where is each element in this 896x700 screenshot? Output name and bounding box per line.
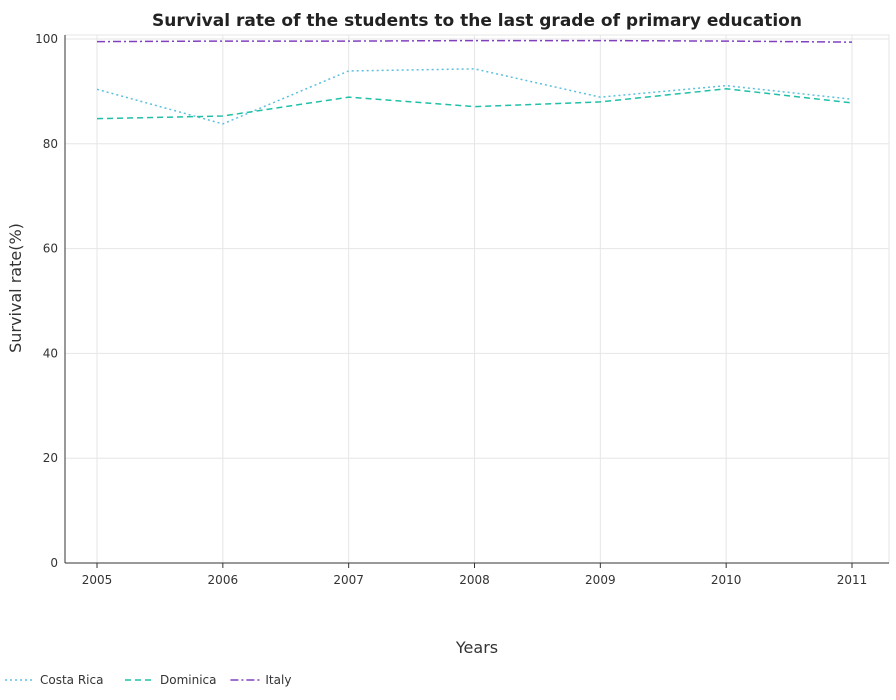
x-tick-label: 2007 bbox=[333, 573, 364, 587]
plot-frame bbox=[64, 34, 890, 564]
legend: Costa Rica Dominica Italy bbox=[5, 673, 291, 687]
axes: 0 20 40 60 80 100 2005 2006 2007 2008 2009 2010 2011 bbox=[35, 32, 889, 587]
x-tick-label: 2006 bbox=[208, 573, 239, 587]
x-axis-label: Years bbox=[455, 638, 498, 657]
x-tick-label: 2008 bbox=[459, 573, 490, 587]
y-tick-label: 80 bbox=[43, 137, 58, 151]
series-line-costa-rica bbox=[96, 68, 853, 125]
series-lines bbox=[96, 39, 853, 125]
y-tick-label: 100 bbox=[35, 32, 58, 46]
legend-label: Italy bbox=[265, 673, 291, 687]
series-line-italy bbox=[96, 39, 853, 43]
legend-label: Dominica bbox=[160, 673, 217, 687]
series-line-dominica bbox=[96, 88, 853, 120]
x-tick-label: 2009 bbox=[585, 573, 616, 587]
chart-title: Survival rate of the students to the las… bbox=[152, 11, 802, 31]
grid bbox=[64, 34, 890, 564]
y-tick-label: 60 bbox=[43, 242, 58, 256]
legend-label: Costa Rica bbox=[40, 673, 103, 687]
y-tick-label: 40 bbox=[43, 346, 58, 360]
y-tick-label: 20 bbox=[43, 451, 58, 465]
y-axis-label: Survival rate(%) bbox=[6, 223, 25, 353]
x-tick-label: 2010 bbox=[711, 573, 742, 587]
x-tick-label: 2011 bbox=[837, 573, 868, 587]
x-tick-label: 2005 bbox=[82, 573, 113, 587]
y-tick-label: 0 bbox=[50, 556, 58, 570]
